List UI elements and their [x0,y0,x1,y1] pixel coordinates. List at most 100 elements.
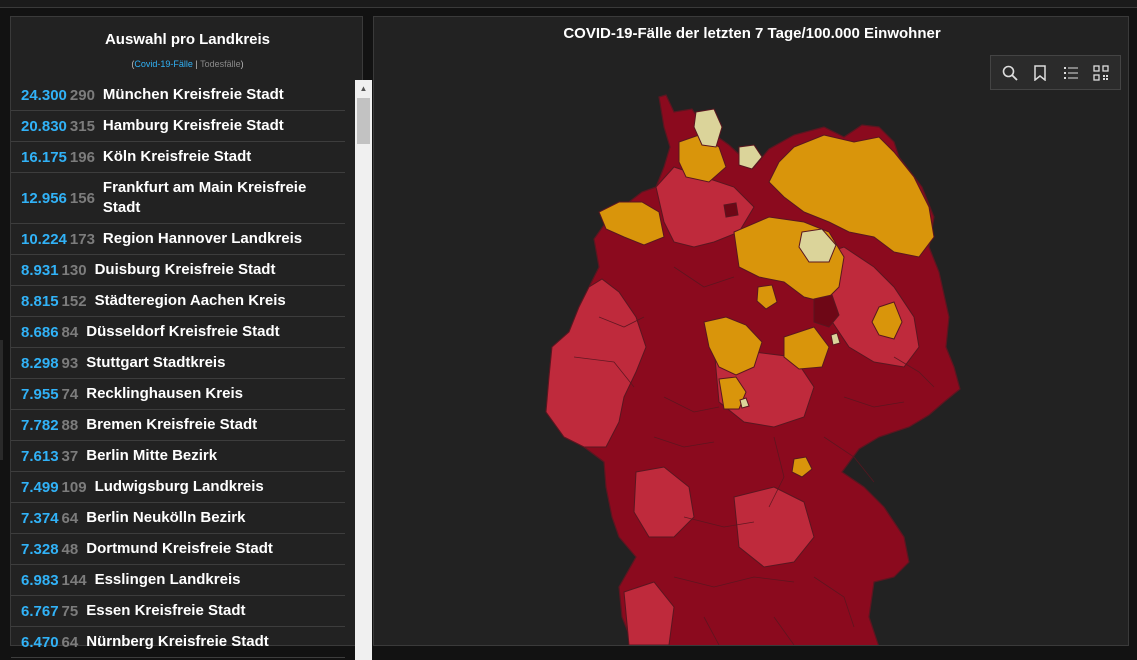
district-name: Essen Kreisfreie Stadt [86,602,246,619]
district-name: Frankfurt am Main Kreisfreie Stadt [102,179,307,216]
region-low-altmark [798,228,837,263]
list-item[interactable]: 20.830 315 Hamburg Kreisfreie Stadt [11,111,345,142]
region-medium-thuringia [783,326,830,370]
cases-count: 20.830 [21,117,67,135]
deaths-count: 109 [61,478,87,496]
region-medium-friesland [598,201,665,246]
deaths-count: 75 [61,602,79,620]
region-high-south [733,486,815,568]
district-name: Nürnberg Kreisfreie Stadt [86,633,269,650]
map-toolbar [990,55,1121,90]
list-item[interactable]: 7.374 64 Berlin Neukölln Bezirk [11,503,345,534]
panel-title: Auswahl pro Landkreis [104,31,271,48]
district-name: Dortmund Kreisfreie Stadt [86,540,273,557]
district-name: Region Hannover Landkreis [102,230,303,247]
list-scrollbar[interactable]: ▲ [355,80,372,660]
list-item[interactable]: 12.956 156 Frankfurt am Main Kreisfreie St… [11,173,345,224]
list-item[interactable]: 8.686 84 Düsseldorf Kreisfreie Stadt [11,317,345,348]
deaths-count: 88 [61,416,79,434]
search-icon[interactable] [999,62,1021,84]
list-item[interactable]: 7.955 74 Recklinghausen Kreis [11,379,345,410]
cases-count: 12.956 [21,189,67,207]
cases-count: 8.815 [21,292,59,310]
list-item[interactable]: 8.815 152 Städteregion Aachen Kreis [11,286,345,317]
list-item[interactable]: 6.470 64 Nürnberg Kreisfreie Stadt [11,627,345,658]
district-name: Ludwigsburg Landkreis [94,478,264,495]
district-list: 24.300 290 München Kreisfreie Stadt 20.830… [11,80,345,658]
map-panel: COVID-19-Fälle der letzten 7 Tage/100.00… [373,16,1129,646]
cases-count: 10.224 [21,230,67,248]
cases-count: 8.686 [21,323,59,341]
deaths-count: 74 [61,385,79,403]
district-name: Duisburg Kreisfreie Stadt [94,261,276,278]
list-item[interactable]: 7.782 88 Bremen Kreisfreie Stadt [11,410,345,441]
cases-count: 6.470 [21,633,59,651]
district-name: München Kreisfreie Stadt [102,86,284,103]
list-item[interactable]: 8.931 130 Duisburg Kreisfreie Stadt [11,255,345,286]
cases-count: 7.613 [21,447,59,465]
region-low-small-center [739,397,750,409]
list-item[interactable]: 10.224 173 Region Hannover Landkreis [11,224,345,255]
list-item[interactable]: 6.767 75 Essen Kreisfreie Stadt [11,596,345,627]
district-list-panel: Auswahl pro Landkreis (Covid-19-Fälle | … [10,16,372,660]
list-item[interactable]: 16.175 196 Köln Kreisfreie Stadt [11,142,345,173]
district-name: Hamburg Kreisfreie Stadt [102,117,284,134]
deaths-count: 156 [69,189,95,207]
list-item[interactable]: 6.983 144 Esslingen Landkreis [11,565,345,596]
region-very-high-hamburg [723,202,739,218]
cases-count: 16.175 [21,148,67,166]
region-medium-saxonyanhalt [871,301,903,340]
cases-count: 7.499 [21,478,59,496]
list-item[interactable]: 8.298 93 Stuttgart Stadtkreis [11,348,345,379]
deaths-count: 93 [61,354,79,372]
deaths-count: 37 [61,447,79,465]
cases-count: 7.782 [21,416,59,434]
legend-list-icon[interactable] [1060,62,1082,84]
deaths-count: 290 [69,86,95,104]
list-item[interactable]: 7.613 37 Berlin Mitte Bezirk [11,441,345,472]
district-name: Bremen Kreisfreie Stadt [86,416,258,433]
left-edge-handle[interactable] [0,340,3,460]
region-medium-rhineland [756,284,778,310]
bookmark-icon[interactable] [1029,62,1051,84]
district-name: Berlin Mitte Bezirk [86,447,218,464]
map-title: COVID-19-Fälle der letzten 7 Tage/100.00… [563,25,941,42]
region-high-bottom [623,581,675,645]
cases-count: 6.767 [21,602,59,620]
deaths-count: 48 [61,540,79,558]
district-name: Köln Kreisfreie Stadt [102,148,252,165]
district-name: Düsseldorf Kreisfreie Stadt [86,323,280,340]
cases-count: 24.300 [21,86,67,104]
list-item[interactable]: 7.328 48 Dortmund Kreisfreie Stadt [11,534,345,565]
subtitle-close: ) [240,59,244,69]
qr-code-icon[interactable] [1090,62,1112,84]
deaths-count: 144 [61,571,87,589]
region-medium-nrw-east [703,316,763,376]
deaths-count: 130 [61,261,87,279]
district-name: Berlin Neukölln Bezirk [86,509,246,526]
cases-count: 7.955 [21,385,59,403]
deaths-count: 173 [69,230,95,248]
subtitle-cases-label[interactable]: Covid-19-Fälle [134,59,193,69]
germany-map[interactable] [374,17,1128,645]
district-name: Recklinghausen Kreis [86,385,243,402]
deaths-count: 315 [69,117,95,135]
district-name: Stuttgart Stadtkreis [86,354,226,371]
subtitle-deaths-label[interactable]: Todesfälle [200,59,241,69]
region-very-high-harz [813,294,840,328]
cases-count: 8.931 [21,261,59,279]
scroll-up-arrow-icon[interactable]: ▲ [359,84,368,93]
deaths-count: 152 [61,292,87,310]
list-item[interactable]: 24.300 290 München Kreisfreie Stadt [11,80,345,111]
cases-count: 6.983 [21,571,59,589]
district-name: Esslingen Landkreis [94,571,241,588]
district-name: Städteregion Aachen Kreis [94,292,286,309]
list-item[interactable]: 7.499 109 Ludwigsburg Landkreis [11,472,345,503]
scroll-thumb[interactable] [357,98,370,144]
region-low-ostholstein [738,144,763,170]
region-high-southwest [633,466,695,538]
deaths-count: 196 [69,148,95,166]
region-high-west [545,278,647,448]
deaths-count: 84 [61,323,79,341]
subtitle-separator: | [192,59,201,69]
